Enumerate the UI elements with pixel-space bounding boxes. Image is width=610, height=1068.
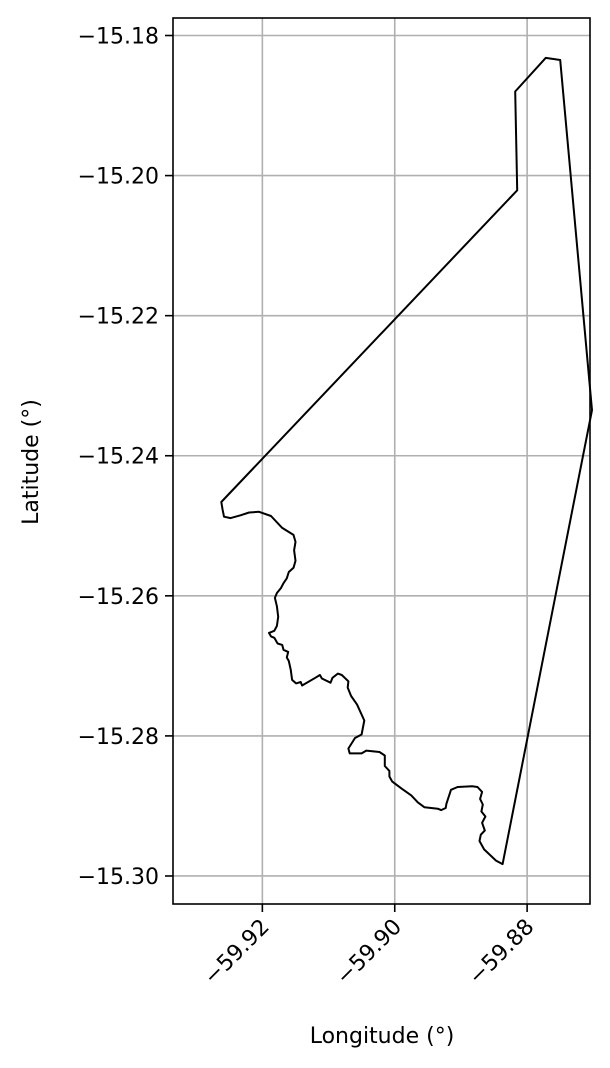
y-tick-label: −15.24 — [78, 445, 159, 470]
plot-area — [220, 56, 593, 866]
region-boundary-outline — [220, 56, 593, 866]
y-tick-label: −15.20 — [78, 165, 159, 190]
y-tick-label: −15.28 — [78, 725, 159, 750]
x-axis-label: Longitude (°) — [310, 1024, 455, 1049]
y-axis-ticks: −15.18 −15.20 −15.22 −15.24 −15.26 −15.28 −15.… — [78, 25, 173, 890]
y-tick-label: −15.22 — [78, 305, 159, 330]
y-tick-label: −15.30 — [78, 865, 159, 890]
y-tick-label: −15.26 — [78, 585, 159, 610]
y-tick-label: −15.18 — [78, 25, 159, 50]
grid-lines — [173, 18, 590, 904]
y-axis-label: Latitude (°) — [19, 399, 44, 525]
axes-frame — [172, 17, 591, 905]
